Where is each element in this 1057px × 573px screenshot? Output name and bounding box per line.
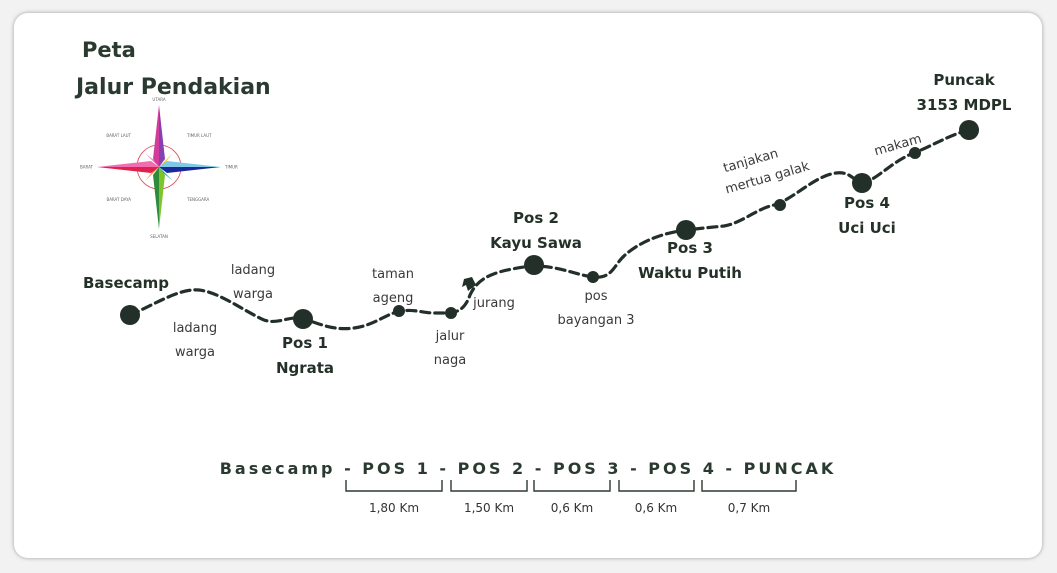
- bracket-segment-2: [450, 480, 528, 492]
- jalur-naga-label: jalur naga: [433, 329, 467, 368]
- distance-segment-4: 0,6 Km: [634, 501, 678, 515]
- puncak-marker: [959, 120, 979, 140]
- compass-rose-icon: UTARA SELATAN TIMUR BARAT TIMUR LAUT TEN…: [80, 97, 238, 239]
- pos-bayangan-3-label: pos bayangan 3: [557, 289, 635, 328]
- distance-segment-1: 1,80 Km: [368, 501, 420, 515]
- compass-northeast-label: TIMUR LAUT: [186, 133, 212, 138]
- compass-west-label: BARAT: [80, 165, 94, 170]
- compass-southeast-label: TENGGARA: [186, 197, 210, 202]
- distance-brackets: [345, 480, 797, 492]
- bracket-segment-4: [618, 480, 695, 492]
- tanjakan-dot: [774, 199, 786, 211]
- ladang-warga-top-label: ladang warga: [230, 263, 276, 302]
- jurang-icon: [462, 277, 476, 291]
- taman-ageng-label: taman ageng: [372, 267, 414, 306]
- pos1-label: Pos 1 Ngrata: [275, 334, 335, 377]
- ladang-warga-bottom-label: ladang warga: [172, 321, 218, 360]
- basecamp-marker: [120, 305, 140, 325]
- compass-southwest-label: BARAT DAYA: [106, 197, 131, 202]
- jalur-naga-dot: [445, 307, 457, 319]
- makam-dot: [909, 147, 921, 159]
- distance-segment-5: 0,7 Km: [727, 501, 771, 515]
- puncak-label: Puncak 3153 MDPL: [916, 71, 1012, 114]
- jurang-label: jurang: [473, 296, 515, 311]
- map-title-line1: Peta: [82, 38, 136, 62]
- distance-segment-2: 1,50 Km: [463, 501, 515, 515]
- compass-northwest-label: BARAT LAUT: [106, 133, 131, 138]
- map-title-line2: Jalur Pendakian: [76, 75, 271, 100]
- pos2-marker: [524, 255, 544, 275]
- map-card: UTARA SELATAN TIMUR BARAT TIMUR LAUT TEN…: [14, 13, 1042, 558]
- pos4-label: Pos 4 Uci Uci: [838, 194, 896, 237]
- pos2-label: Pos 2 Kayu Sawa: [490, 209, 582, 252]
- bracket-segment-5: [701, 480, 797, 492]
- taman-ageng-dot: [393, 305, 405, 317]
- pos-bayangan-3-dot: [587, 271, 599, 283]
- compass-north-label: UTARA: [152, 97, 165, 102]
- pos1-marker: [293, 309, 313, 329]
- route-summary: Basecamp - POS 1 - POS 2 - POS 3 - POS 4…: [219, 459, 837, 478]
- pos3-marker: [676, 220, 696, 240]
- pos3-label: Pos 3 Waktu Putih: [638, 239, 742, 282]
- pos4-marker: [852, 173, 872, 193]
- compass-east-label: TIMUR: [224, 165, 238, 170]
- compass-south-label: SELATAN: [150, 234, 168, 239]
- bracket-segment-3: [533, 480, 611, 492]
- bracket-segment-1: [345, 480, 443, 492]
- basecamp-label: Basecamp: [82, 274, 170, 292]
- trail-map: UTARA SELATAN TIMUR BARAT TIMUR LAUT TEN…: [80, 97, 979, 492]
- distance-segment-3: 0,6 Km: [550, 501, 594, 515]
